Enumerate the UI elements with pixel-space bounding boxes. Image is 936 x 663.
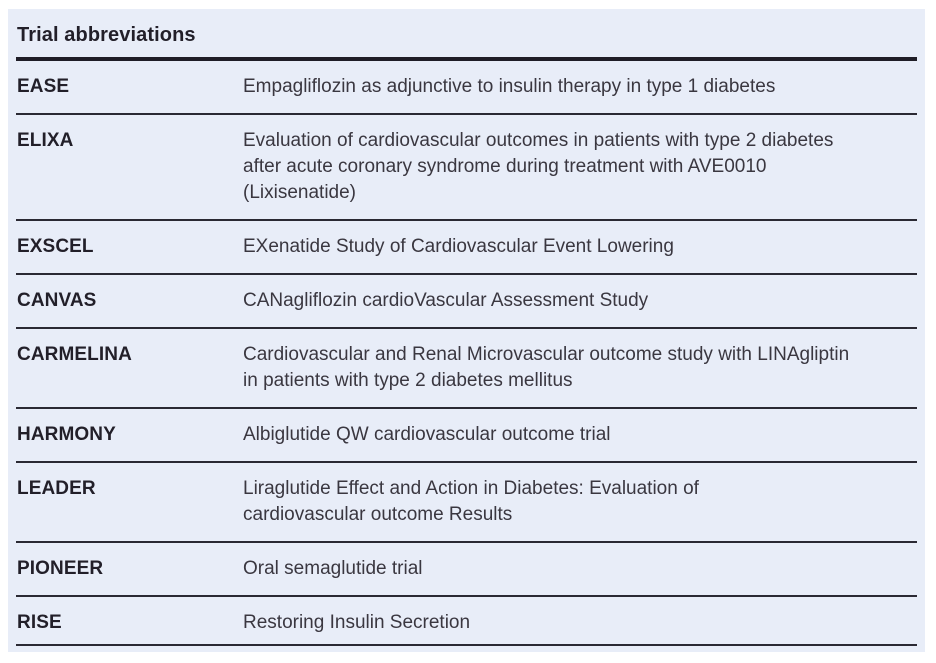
trial-definition: Empagliflozin as adjunctive to insulin t… (243, 76, 776, 97)
trial-definition: Liraglutide Effect and Action in Diabete… (243, 478, 699, 525)
panel-header: Trial abbreviations (16, 9, 917, 61)
trial-abbreviation: HARMONY (17, 424, 116, 445)
trial-definition: Oral semaglutide trial (243, 558, 423, 579)
table-row: CANVAS CANagliflozin cardioVascular Asse… (16, 275, 917, 329)
table-row: HARMONY Albiglutide QW cardiovascular ou… (16, 409, 917, 463)
table-row: CARMELINA Cardiovascular and Renal Micro… (16, 329, 917, 409)
trial-abbreviation: ELIXA (17, 130, 74, 151)
trial-abbreviation: CANVAS (17, 290, 97, 311)
trial-definition: Cardiovascular and Renal Microvascular o… (243, 344, 850, 391)
abbreviation-table: EASE Empagliflozin as adjunctive to insu… (16, 61, 917, 646)
panel-title: Trial abbreviations (17, 24, 196, 46)
table-row: EXSCEL EXenatide Study of Cardiovascular… (16, 221, 917, 275)
trial-definition: Albiglutide QW cardiovascular outcome tr… (243, 424, 611, 445)
trial-definition: Evaluation of cardiovascular outcomes in… (243, 130, 834, 203)
trial-abbreviation: CARMELINA (17, 344, 132, 365)
trial-abbreviation: LEADER (17, 478, 96, 499)
table-row: RISE Restoring Insulin Secretion (16, 597, 917, 646)
table-row: PIONEER Oral semaglutide trial (16, 543, 917, 597)
trial-definition: EXenatide Study of Cardiovascular Event … (243, 236, 674, 257)
trial-definition: CANagliflozin cardioVascular Assessment … (243, 290, 649, 311)
table-row: EASE Empagliflozin as adjunctive to insu… (16, 61, 917, 115)
trial-abbreviation: EASE (17, 76, 70, 97)
trial-definition: Restoring Insulin Secretion (243, 612, 471, 633)
table-row: ELIXA Evaluation of cardiovascular outco… (16, 115, 917, 221)
trial-abbreviations-panel: Trial abbreviations EASE Empagliflozin a… (8, 9, 925, 652)
table-row: LEADER Liraglutide Effect and Action in … (16, 463, 917, 543)
trial-abbreviation: EXSCEL (17, 236, 94, 257)
trial-abbreviation: PIONEER (17, 558, 104, 579)
trial-abbreviation: RISE (17, 612, 62, 633)
